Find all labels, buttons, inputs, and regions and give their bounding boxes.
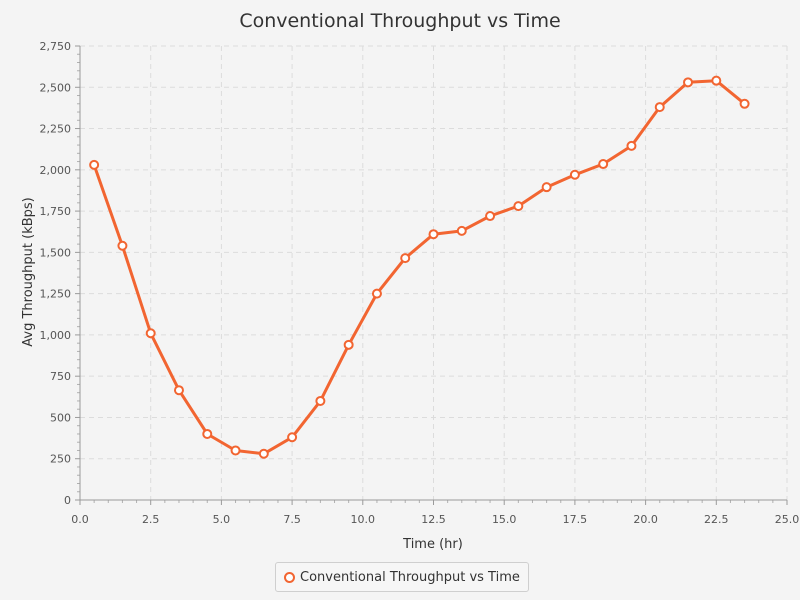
y-tick-label: 0 [64, 494, 71, 507]
y-tick-label: 1,250 [40, 288, 72, 301]
data-point [258, 448, 269, 459]
series-line [92, 79, 747, 456]
y-tick-label: 1,750 [40, 205, 72, 218]
legend-marker-icon [284, 571, 295, 583]
y-tick-label: 500 [50, 411, 71, 424]
data-point [145, 328, 156, 339]
data-point [230, 445, 241, 456]
data-point [569, 169, 580, 180]
data-point [739, 98, 750, 109]
data-point [683, 77, 694, 88]
data-point [711, 75, 722, 86]
data-point [400, 253, 411, 264]
data-point [598, 159, 609, 170]
x-tick-label: 2.5 [142, 513, 160, 526]
data-point [343, 339, 354, 350]
legend-label: Conventional Throughput vs Time [300, 569, 520, 585]
y-tick-label: 2,250 [40, 123, 72, 136]
data-points [89, 75, 750, 459]
x-tick-label: 7.5 [283, 513, 301, 526]
x-tick-label: 15.0 [492, 513, 517, 526]
axes: 0.0 2.5 5.0 7.5 10.0 12.5 15.0 17.5 20.0 22.5 25.0… [40, 40, 800, 526]
data-point [371, 288, 382, 299]
x-tick-label: 0.0 [71, 513, 89, 526]
data-point [541, 182, 552, 193]
data-point [626, 140, 637, 151]
y-axis-label: Avg Throughput (kBps) [21, 197, 36, 346]
x-tick-label: 25.0 [775, 513, 800, 526]
y-tick-label: 2,750 [40, 40, 72, 53]
x-tick-label: 10.0 [351, 513, 376, 526]
y-tick-label: 1,500 [40, 246, 72, 259]
x-axis-label: Time (hr) [402, 537, 463, 552]
data-point [173, 385, 184, 396]
data-point [287, 432, 298, 443]
x-tick-label: 5.0 [213, 513, 231, 526]
data-point [456, 225, 467, 236]
chart-title: Conventional Throughput vs Time [239, 10, 560, 32]
y-tick-label: 750 [50, 370, 71, 383]
data-point [428, 229, 439, 240]
data-point [513, 201, 524, 212]
series-lines [92, 79, 747, 456]
y-tick-label: 1,000 [40, 329, 72, 342]
y-tick-label: 250 [50, 453, 71, 466]
grid-lines [80, 45, 788, 500]
data-point [654, 102, 665, 113]
data-point [202, 428, 213, 439]
data-point [117, 240, 128, 251]
legend: Conventional Throughput vs Time [275, 562, 529, 592]
x-tick-label: 12.5 [421, 513, 446, 526]
y-tick-label: 2,500 [40, 81, 72, 94]
y-tick-label: 2,000 [40, 164, 72, 177]
x-tick-label: 17.5 [563, 513, 588, 526]
data-point [485, 211, 496, 222]
x-tick-label: 22.5 [704, 513, 729, 526]
x-tick-label: 20.0 [633, 513, 658, 526]
data-point [315, 395, 326, 406]
data-point [89, 159, 100, 170]
